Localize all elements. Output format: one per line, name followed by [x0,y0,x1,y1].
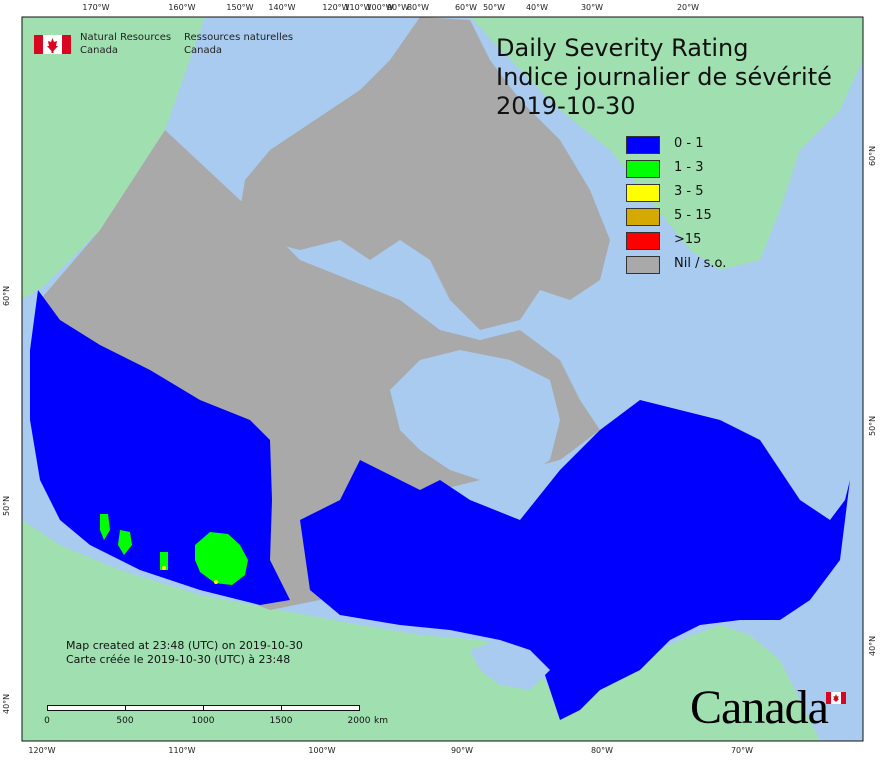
agency-en-line1: Natural Resources [80,32,172,43]
legend-swatch [626,232,660,250]
legend-item: Nil / s.o. [626,256,786,274]
legend-item: 0 - 1 [626,136,786,154]
agency-en: Natural Resources Canada [80,31,171,57]
greenland-land [470,17,863,270]
alaska-land [22,17,205,300]
moderate-rating-patch-4 [160,552,168,570]
scale-label: 0 [44,716,50,726]
legend-item: 1 - 3 [626,160,786,178]
credit-fr: Carte créée le 2019-10-30 (UTC) à 23:48 [66,653,291,666]
legend-label: >15 [674,232,702,247]
axis-bottom-tick: 70°W [730,746,754,755]
usa-land [22,520,820,741]
legend-label: 0 - 1 [674,136,704,151]
arctic-islands [240,17,610,330]
legend-swatch [626,136,660,154]
axis-right-tick: 60°N [868,145,877,166]
axis-top-tick: 20°W [676,3,700,12]
axis-top-tick: 30°W [580,3,604,12]
moderate-rating-patch-3 [118,530,132,555]
map-border [21,16,864,742]
scale-bar: 0 500 1000 1500 2000 km [44,705,388,726]
scale-segment [281,705,360,711]
legend-label: 5 - 15 [674,208,712,223]
axis-top-tick: 150°W [226,3,254,12]
axis-top-tick: 40°W [525,3,549,12]
axis-top-tick: 100°W [366,3,394,12]
scale-label: 1500 [269,716,293,726]
scale-segment [47,705,126,711]
east-low-rating [300,400,850,720]
legend-label: 1 - 3 [674,160,704,175]
wordmark-flag-icon [826,692,846,704]
axis-left-tick: 50°N [2,495,11,516]
axis-top-tick: 120°W [322,3,350,12]
legend-item: >15 [626,232,786,250]
legend-label: 3 - 5 [674,184,704,199]
legend-swatch [626,184,660,202]
agency-en-line2: Canada [80,45,119,56]
axis-top-tick: 60°W [454,3,478,12]
title-fr: Indice journalier de sévérité [496,63,832,91]
axis-top-tick: 140°W [268,3,296,12]
map-credits: Map created at 23:48 (UTC) on 2019-10-30… [66,639,303,667]
scale-segment [125,705,204,711]
map-title: Daily Severity Rating Indice journalier … [496,34,832,121]
axis-left-tick: 60°N [2,285,11,306]
scale-label: 2000 [347,716,371,726]
axis-bottom-tick: 80°W [590,746,614,755]
axis-top-tick: 80°W [406,3,430,12]
title-en: Daily Severity Rating [496,34,749,62]
moderate-rating-patch [195,532,248,585]
axis-bottom-tick: 100°W [308,746,336,755]
axis-top-tick: 50°W [482,3,506,12]
legend-swatch [626,256,660,274]
axis-bottom-tick: 110°W [168,746,196,755]
axis-left-tick: 40°N [2,693,11,714]
high-rating-spot-2 [162,566,166,570]
credit-en: Map created at 23:48 (UTC) on 2019-10-30 [66,639,303,652]
high-rating-spot [214,580,218,584]
axis-right-tick: 50°N [868,415,877,436]
west-low-rating [30,290,290,605]
legend-label: Nil / s.o. [674,256,727,271]
scale-label: 500 [116,716,134,726]
scale-segment [203,705,282,711]
title-date: 2019-10-30 [496,92,636,120]
legend-swatch [626,160,660,178]
legend-item: 3 - 5 [626,184,786,202]
scale-unit: km [374,716,388,726]
scale-label: 1000 [191,716,215,726]
axis-top-tick: 90°W [386,3,410,12]
axis-top-tick: 160°W [168,3,196,12]
axis-right-tick: 40°N [868,635,877,656]
axis-bottom-tick: 90°W [450,746,474,755]
legend-item: 5 - 15 [626,208,786,226]
canada-wordmark: Canada [690,681,829,734]
moderate-rating-patch-2 [100,514,110,540]
axis-bottom-tick: 120°W [28,746,56,755]
hudson-bay [390,350,560,480]
great-lakes [470,640,550,690]
canada-flag-icon [34,35,71,54]
agency-fr: Ressources naturelles Canada [184,31,293,57]
agency-fr-line1: Ressources naturelles [184,32,294,43]
axis-top-tick: 170°W [82,3,110,12]
agency-fr-line2: Canada [184,45,223,56]
axis-top-tick: 110°W [344,3,372,12]
legend-swatch [626,208,660,226]
